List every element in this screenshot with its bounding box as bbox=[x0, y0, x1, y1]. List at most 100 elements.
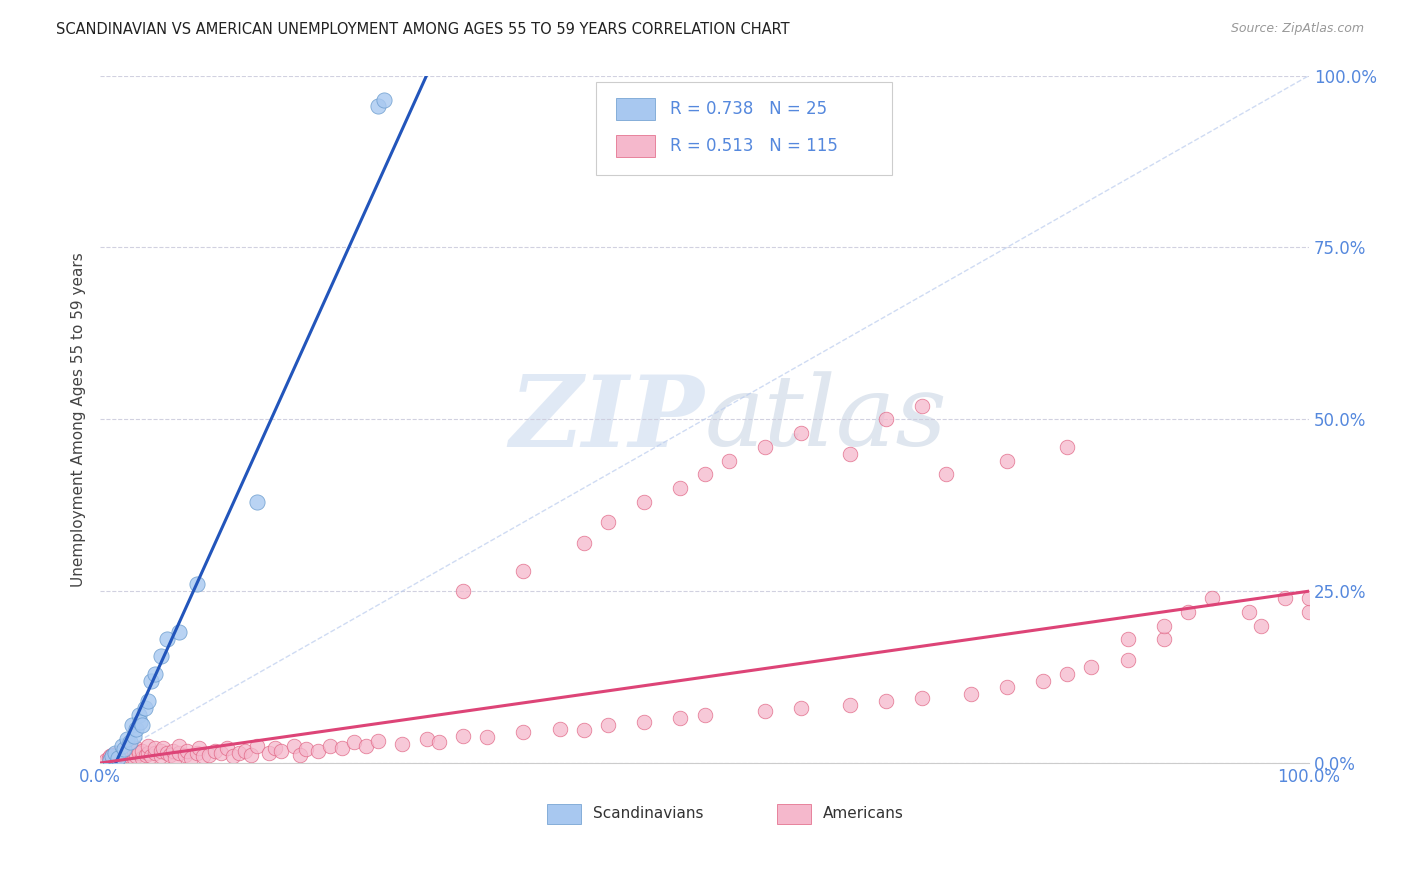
Point bbox=[112, 744, 135, 758]
Bar bbox=[778, 805, 811, 823]
Point bbox=[1116, 632, 1139, 647]
Point bbox=[128, 746, 150, 760]
Point bbox=[186, 746, 208, 760]
Point bbox=[149, 744, 172, 758]
Point bbox=[165, 750, 187, 764]
Point bbox=[180, 750, 202, 764]
Point bbox=[1250, 618, 1272, 632]
Point bbox=[122, 729, 145, 743]
Bar bbox=[616, 136, 655, 157]
FancyBboxPatch shape bbox=[596, 82, 891, 175]
Point bbox=[138, 694, 160, 708]
Point bbox=[188, 740, 211, 755]
Point bbox=[288, 747, 311, 762]
Point bbox=[149, 749, 172, 764]
Point bbox=[138, 739, 160, 753]
Point bbox=[451, 729, 474, 743]
Point bbox=[596, 516, 619, 530]
Point bbox=[167, 739, 190, 753]
Point bbox=[1274, 591, 1296, 605]
Point bbox=[143, 746, 166, 760]
Point bbox=[512, 564, 534, 578]
Point bbox=[669, 711, 692, 725]
Point bbox=[186, 577, 208, 591]
Point bbox=[97, 750, 120, 764]
Point bbox=[427, 735, 450, 749]
Point bbox=[911, 399, 934, 413]
Point bbox=[122, 750, 145, 764]
Point bbox=[596, 718, 619, 732]
Point bbox=[125, 722, 148, 736]
Point bbox=[512, 725, 534, 739]
Point bbox=[167, 625, 190, 640]
Point bbox=[96, 753, 118, 767]
Point bbox=[294, 742, 316, 756]
Point bbox=[107, 746, 129, 760]
Point bbox=[131, 718, 153, 732]
Point bbox=[693, 707, 716, 722]
Point bbox=[790, 701, 813, 715]
Point bbox=[451, 584, 474, 599]
Point bbox=[156, 632, 179, 647]
Point bbox=[104, 746, 127, 760]
Point bbox=[176, 744, 198, 758]
Text: SCANDINAVIAN VS AMERICAN UNEMPLOYMENT AMONG AGES 55 TO 59 YEARS CORRELATION CHAR: SCANDINAVIAN VS AMERICAN UNEMPLOYMENT AM… bbox=[56, 22, 790, 37]
Point bbox=[246, 739, 269, 753]
Point bbox=[875, 694, 897, 708]
Point bbox=[717, 453, 740, 467]
Point bbox=[838, 447, 860, 461]
Point bbox=[111, 747, 134, 762]
Point bbox=[669, 481, 692, 495]
Point bbox=[1153, 632, 1175, 647]
Point bbox=[111, 750, 134, 764]
Point bbox=[138, 746, 160, 760]
Point bbox=[246, 495, 269, 509]
Point bbox=[101, 747, 124, 762]
Point bbox=[139, 749, 162, 764]
Point bbox=[129, 714, 152, 729]
Point bbox=[415, 731, 437, 746]
Text: ZIP: ZIP bbox=[509, 371, 704, 467]
Point bbox=[204, 744, 226, 758]
Point bbox=[120, 749, 142, 764]
Point bbox=[995, 681, 1018, 695]
Point bbox=[1298, 591, 1320, 605]
Point bbox=[167, 746, 190, 760]
Text: R = 0.513   N = 115: R = 0.513 N = 115 bbox=[669, 137, 838, 155]
Point bbox=[1201, 591, 1223, 605]
Point bbox=[98, 749, 121, 764]
Point bbox=[343, 735, 366, 749]
Point bbox=[911, 690, 934, 705]
Text: Scandinavians: Scandinavians bbox=[593, 805, 704, 821]
Point bbox=[98, 753, 121, 767]
Point bbox=[959, 687, 981, 701]
Point bbox=[475, 730, 498, 744]
Point bbox=[162, 744, 184, 758]
Point bbox=[330, 740, 353, 755]
Point bbox=[173, 747, 195, 762]
Point bbox=[373, 93, 395, 107]
Point bbox=[149, 649, 172, 664]
Point bbox=[354, 739, 377, 753]
Point bbox=[191, 749, 214, 764]
Point bbox=[228, 746, 250, 760]
Point bbox=[367, 99, 389, 113]
Point bbox=[152, 740, 174, 755]
Point bbox=[115, 750, 138, 764]
Point bbox=[1056, 666, 1078, 681]
Point bbox=[215, 740, 238, 755]
Point bbox=[875, 412, 897, 426]
Point bbox=[122, 744, 145, 758]
Point bbox=[754, 440, 776, 454]
Point bbox=[101, 749, 124, 764]
Text: Source: ZipAtlas.com: Source: ZipAtlas.com bbox=[1230, 22, 1364, 36]
Point bbox=[367, 734, 389, 748]
Point bbox=[198, 747, 221, 762]
Point bbox=[1032, 673, 1054, 688]
Point bbox=[1080, 660, 1102, 674]
Point bbox=[572, 536, 595, 550]
Point bbox=[633, 495, 655, 509]
Point bbox=[1177, 605, 1199, 619]
Point bbox=[270, 744, 292, 758]
Point bbox=[1153, 618, 1175, 632]
